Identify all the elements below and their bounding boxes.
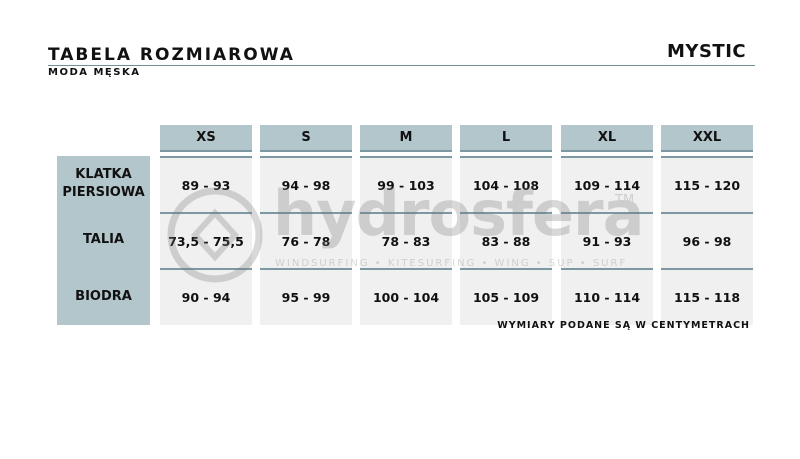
row-label: KLATKA PIERSIOWA [62,167,145,200]
page-title: TABELA ROZMIAROWA [48,45,295,65]
table-cell: 115 - 120 [661,156,753,212]
size-header-xl: XL [561,125,653,152]
table-cell: 110 - 114 [561,268,653,324]
table-cell: 94 - 98 [260,156,352,212]
page-subtitle: MODA MĘSKA [48,67,141,78]
size-header-xxl: XXL [661,125,753,152]
size-column: 109 - 114 91 - 93 110 - 114 [561,156,653,325]
size-header-s: S [260,125,352,152]
table-cell: 96 - 98 [661,212,753,268]
size-column: 94 - 98 76 - 78 95 - 99 [260,156,352,325]
table-cell: 91 - 93 [561,212,653,268]
size-column: 115 - 120 96 - 98 115 - 118 [661,156,753,325]
size-header-m: M [360,125,452,152]
table-cell: 100 - 104 [360,268,452,324]
table-cell: 99 - 103 [360,156,452,212]
size-column: 99 - 103 78 - 83 100 - 104 [360,156,452,325]
size-header-l: L [460,125,552,152]
brand-logo: MYSTIC [667,41,747,62]
table-cell: 76 - 78 [260,212,352,268]
row-label: TALIA [82,232,125,247]
table-cell: 104 - 108 [460,156,552,212]
size-header-xs: XS [160,125,252,152]
table-cell: 90 - 94 [160,268,252,324]
row-labels: KLATKA PIERSIOWA TALIA BIODRA [57,156,150,325]
title-divider [48,65,755,66]
size-column: 89 - 93 73,5 - 75,5 90 - 94 [160,156,252,325]
table-cell: 78 - 83 [360,212,452,268]
table-cell: 83 - 88 [460,212,552,268]
table-cell: 73,5 - 75,5 [160,212,252,268]
units-note: WYMIARY PODANE SĄ W CENTYMETRACH [497,320,750,331]
table-cell: 95 - 99 [260,268,352,324]
table-cell: 115 - 118 [661,268,753,324]
table-cell: 105 - 109 [460,268,552,324]
table-cell: 89 - 93 [160,156,252,212]
table-cell: 109 - 114 [561,156,653,212]
size-column: 104 - 108 83 - 88 105 - 109 [460,156,552,325]
row-label: BIODRA [75,289,132,304]
